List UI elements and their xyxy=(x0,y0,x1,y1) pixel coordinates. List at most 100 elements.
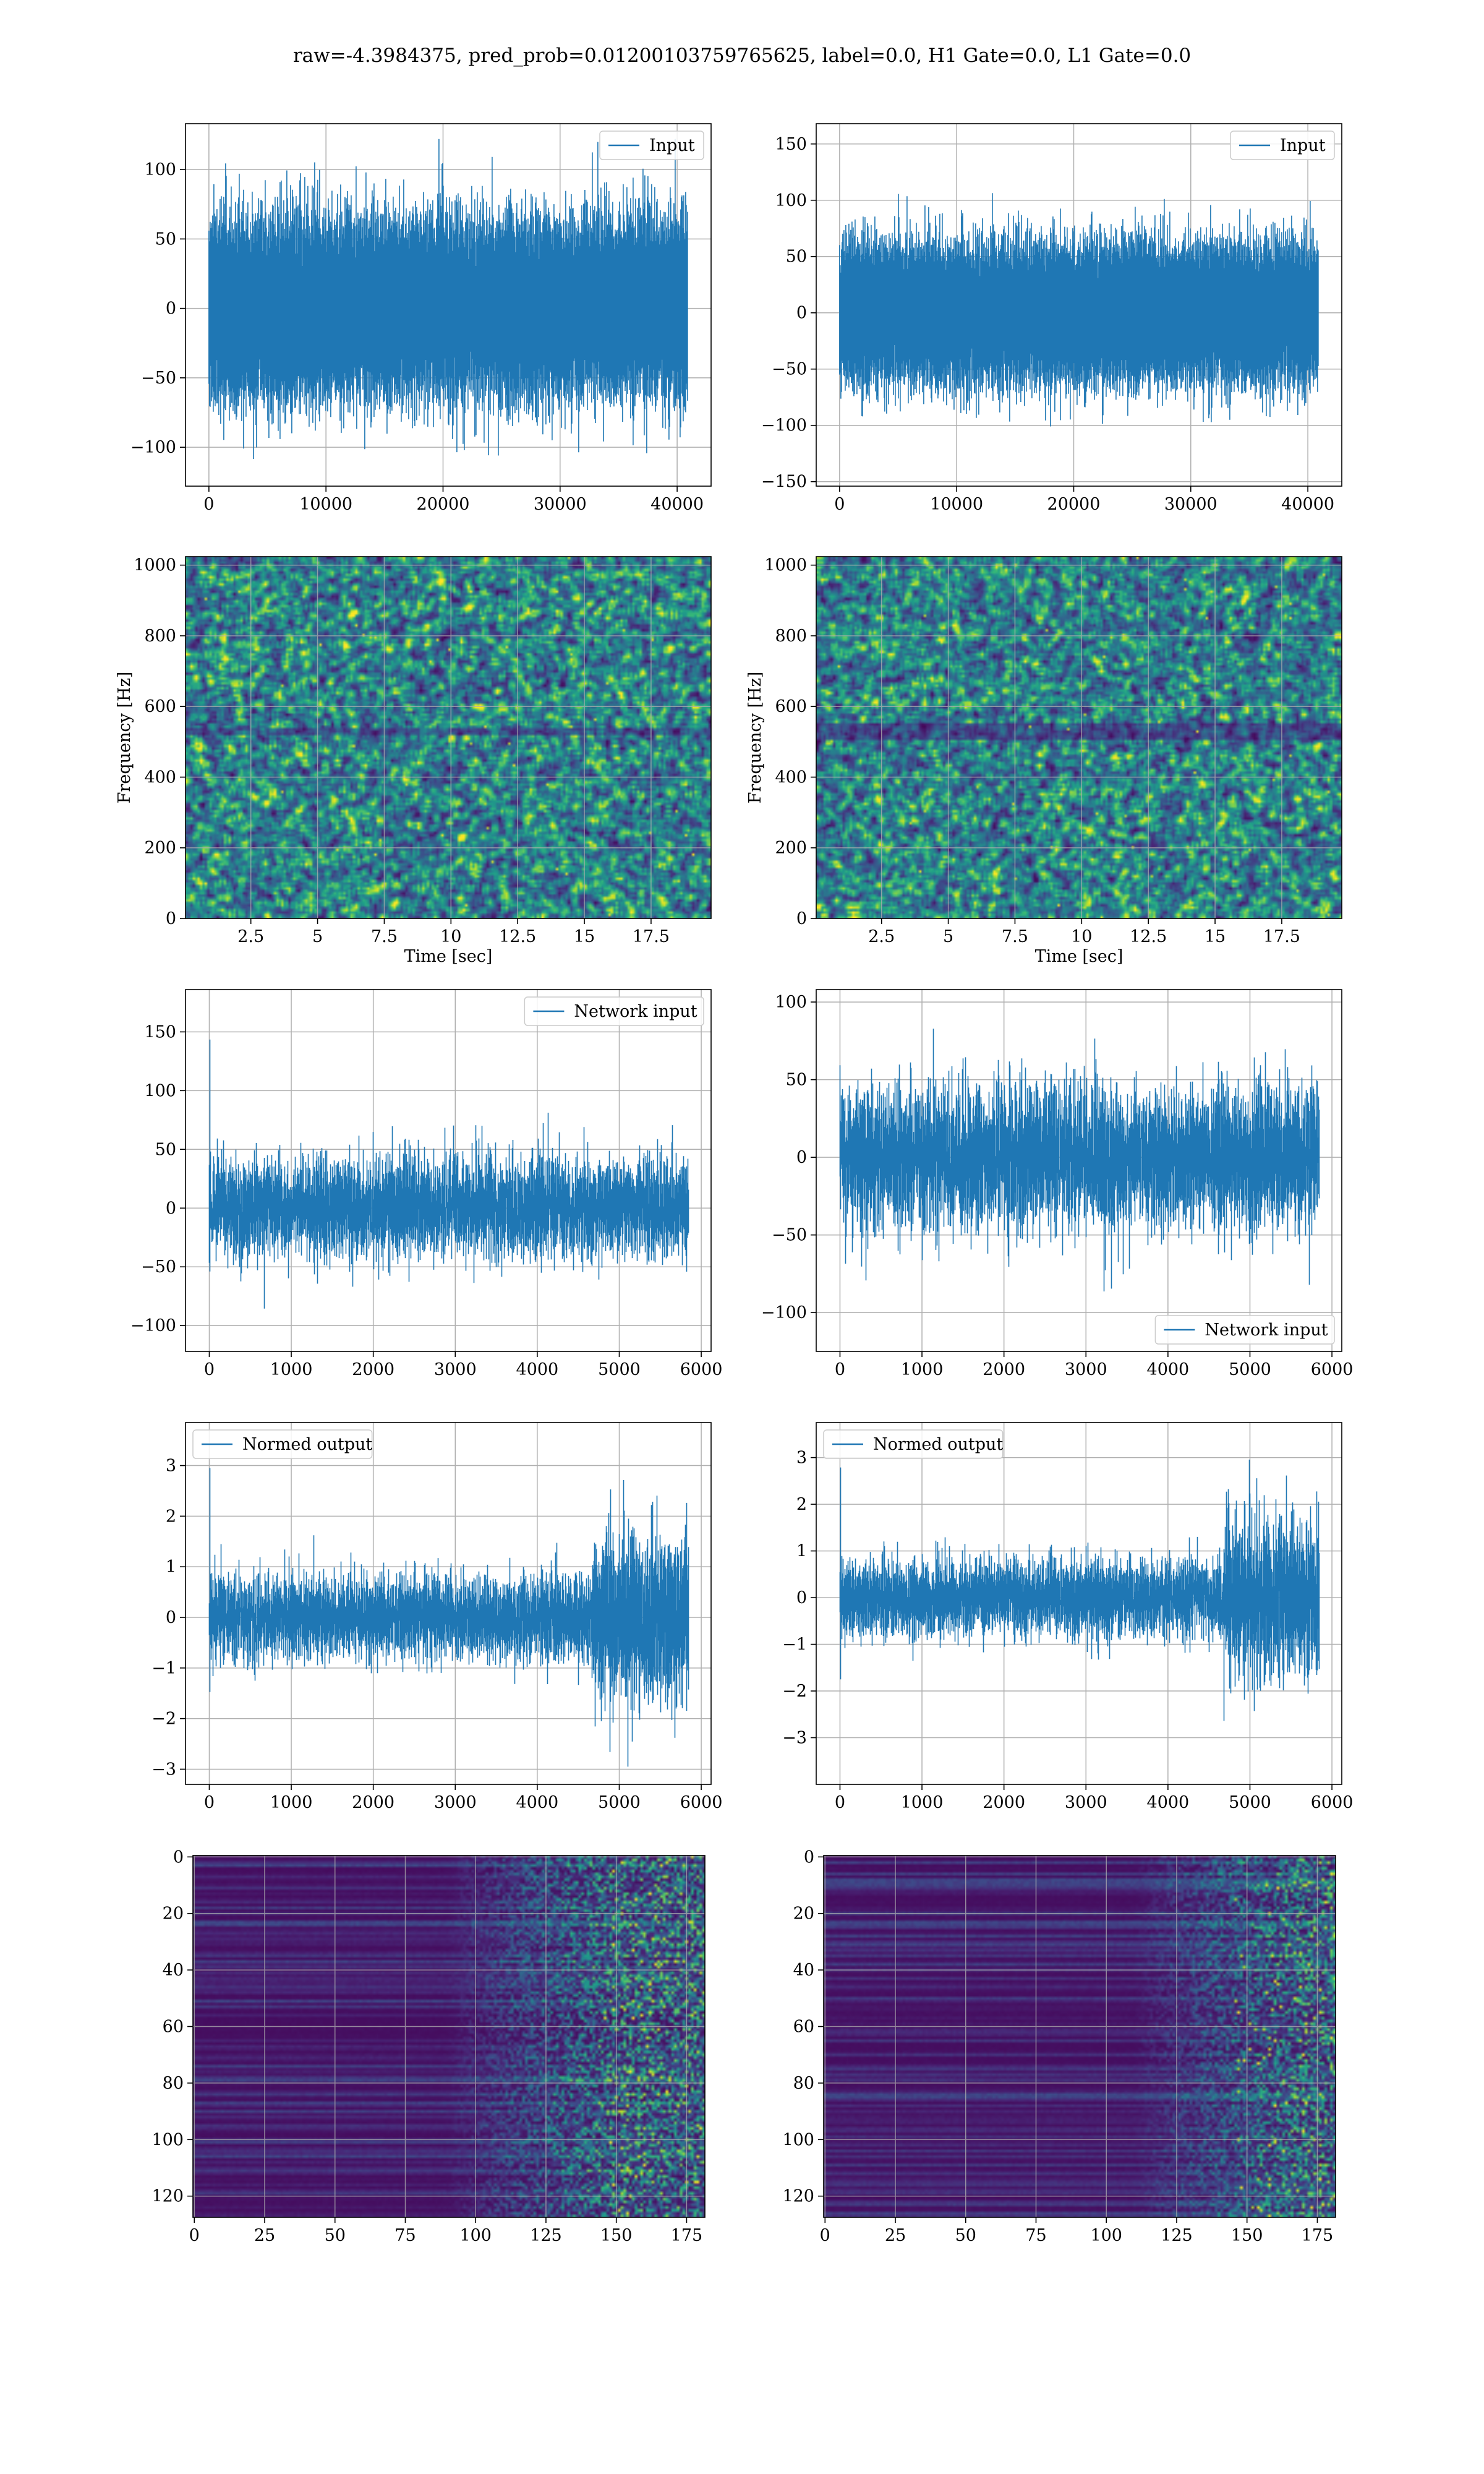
grid xyxy=(193,1856,705,2217)
y-tick-label: 120 xyxy=(782,2187,814,2206)
ticks: 0 1000 2000 3000 4000 5000 6000 −3 −2 −1 0 1 2 3 xyxy=(782,1449,1353,1812)
y-tick-label: 1 xyxy=(166,1557,176,1577)
x-tick-label: 3000 xyxy=(434,1360,477,1379)
ticks: 0 10000 20000 30000 40000 −150 −100 −50 0 50 100 15… xyxy=(761,135,1334,514)
subplot-p11: 2.5 5 7.5 10 12.5 15 17.5 0 200 400 600 800 1000 Time… xyxy=(746,556,1342,966)
heatmap-image xyxy=(824,1856,1336,2217)
ticks: 0 25 50 75 100 125 150 175 0 20 40 60 80 100 120 xyxy=(782,1847,1333,2245)
series-line xyxy=(208,1468,689,1767)
y-tick-label: 50 xyxy=(786,247,807,267)
x-tick-label: 5000 xyxy=(1229,1360,1271,1379)
subplot-p20: 0 1000 2000 3000 4000 5000 6000 −100 −50 0 50 100 15… xyxy=(130,989,723,1379)
y-tick-label: 0 xyxy=(796,1148,807,1167)
legend: Input xyxy=(1230,131,1335,160)
grid xyxy=(816,557,1342,919)
subplot-p41: 0 25 50 75 100 125 150 175 0 20 40 60 80 100 120 xyxy=(782,1847,1336,2245)
y-tick-label: −1 xyxy=(151,1659,176,1678)
x-tick-label: 175 xyxy=(671,2226,703,2245)
y-tick-label: 800 xyxy=(144,627,176,646)
x-tick-label: 3000 xyxy=(434,1793,477,1812)
x-tick-label: 4000 xyxy=(1147,1793,1190,1812)
y-tick-label: −150 xyxy=(761,473,807,492)
legend-label: Normed output xyxy=(873,1435,1003,1454)
y-tick-label: 100 xyxy=(775,993,807,1012)
y-tick-label: 100 xyxy=(144,160,176,179)
legend-label: Normed output xyxy=(242,1435,372,1454)
y-tick-label: 200 xyxy=(775,839,807,858)
series-line xyxy=(208,139,688,460)
x-tick-label: 1000 xyxy=(270,1360,313,1379)
x-tick-label: 30000 xyxy=(1164,495,1217,514)
x-tick-label: 3000 xyxy=(1065,1793,1107,1812)
x-tick-label: 7.5 xyxy=(1002,927,1028,946)
x-tick-label: 5000 xyxy=(598,1360,641,1379)
x-tick-label: 12.5 xyxy=(1130,927,1167,946)
legend-label: Input xyxy=(649,136,695,155)
heatmap-image xyxy=(193,1856,705,2217)
y-tick-label: 50 xyxy=(786,1071,807,1090)
x-tick-label: 150 xyxy=(600,2226,633,2245)
ticks: 0 10000 20000 30000 40000 −100 −50 0 50 100 xyxy=(130,160,704,514)
y-tick-label: 200 xyxy=(144,839,176,858)
series-line xyxy=(208,1039,689,1309)
ticks: 0 1000 2000 3000 4000 5000 6000 −100 −50 0 50 100 xyxy=(761,993,1354,1379)
x-tick-label: 4000 xyxy=(516,1793,559,1812)
x-tick-label: 10000 xyxy=(299,495,352,514)
x-tick-label: 30000 xyxy=(534,495,587,514)
y-tick-label: 120 xyxy=(151,2187,184,2206)
y-tick-label: 400 xyxy=(775,768,807,787)
x-tick-label: 10 xyxy=(440,927,461,946)
y-tick-label: 0 xyxy=(173,1847,184,1867)
y-tick-label: 40 xyxy=(163,1961,184,1980)
series-line xyxy=(839,193,1319,427)
y-tick-label: −50 xyxy=(141,369,176,388)
legend: Input xyxy=(599,131,704,160)
y-tick-label: 3 xyxy=(166,1457,176,1476)
x-axis-label: Time [sec] xyxy=(1035,947,1124,966)
axes-frame xyxy=(185,989,712,1352)
x-tick-label: 6000 xyxy=(680,1360,723,1379)
x-tick-label: 40000 xyxy=(650,495,704,514)
x-tick-label: 0 xyxy=(204,1793,215,1812)
axes-frame xyxy=(823,1855,1336,2218)
x-tick-label: 2000 xyxy=(352,1793,394,1812)
x-tick-label: 20000 xyxy=(417,495,470,514)
x-tick-label: 0 xyxy=(203,495,214,514)
axes-frame xyxy=(192,1855,706,2218)
y-tick-label: 0 xyxy=(166,1608,176,1627)
y-tick-label: −50 xyxy=(141,1257,176,1277)
x-tick-label: 12.5 xyxy=(499,927,536,946)
x-tick-label: 2.5 xyxy=(868,927,895,946)
x-tick-label: 15 xyxy=(574,927,595,946)
y-tick-label: 50 xyxy=(155,1140,176,1159)
subplot-p00: 0 10000 20000 30000 40000 −100 −50 0 50 100 Input xyxy=(130,123,712,514)
axes-layer: 0 10000 20000 30000 40000−100−50050100Input0… xyxy=(115,123,1354,2245)
legend: Network input xyxy=(524,996,704,1026)
x-tick-label: 75 xyxy=(394,2226,416,2245)
legend-box xyxy=(524,996,704,1026)
x-tick-label: 100 xyxy=(459,2226,492,2245)
subplot-p30: 0 1000 2000 3000 4000 5000 6000 −3 −2 −1 0 1 2 3 Norme… xyxy=(151,1422,722,1812)
y-tick-label: 100 xyxy=(775,191,807,210)
ticks: 0 1000 2000 3000 4000 5000 6000 −100 −50 0 50 100 15… xyxy=(130,1022,723,1379)
legend-box xyxy=(599,131,704,160)
ticks: 0 25 50 75 100 125 150 175 0 20 40 60 80 100 120 xyxy=(151,1847,702,2245)
x-tick-label: 17.5 xyxy=(633,927,670,946)
ticks: 2.5 5 7.5 10 12.5 15 17.5 0 200 400 600 800 1000 xyxy=(764,556,1300,946)
x-tick-label: 175 xyxy=(1302,2226,1334,2245)
legend-label: Input xyxy=(1280,136,1326,155)
x-tick-label: 15 xyxy=(1205,927,1226,946)
x-tick-label: 40000 xyxy=(1281,495,1334,514)
y-tick-label: −100 xyxy=(761,416,807,435)
x-axis-label: Time [sec] xyxy=(404,947,493,966)
y-tick-label: 150 xyxy=(775,135,807,154)
x-tick-label: 7.5 xyxy=(371,927,398,946)
subplot-p21: 0 1000 2000 3000 4000 5000 6000 −100 −50 0 50 100 Ne… xyxy=(761,989,1354,1379)
y-axis-label: Frequency [Hz] xyxy=(115,672,134,803)
legend: Normed output xyxy=(823,1429,1003,1459)
grid xyxy=(186,990,711,1351)
y-tick-label: 0 xyxy=(166,909,176,928)
y-tick-label: −1 xyxy=(782,1635,807,1654)
y-tick-label: 800 xyxy=(775,627,807,646)
heatmap-image xyxy=(816,557,1342,918)
